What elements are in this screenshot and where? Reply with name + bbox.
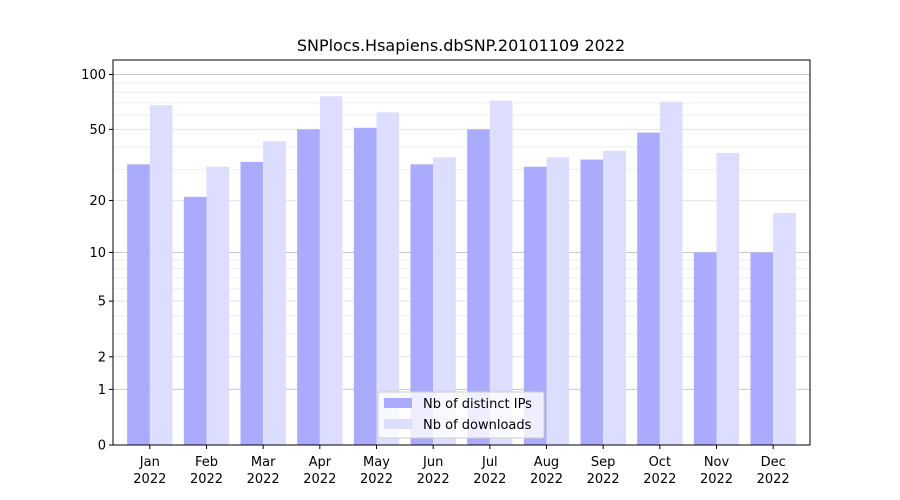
x-tick-label-year: 2022 [700, 472, 733, 487]
x-tick-label-month: Aug [534, 455, 559, 470]
bar-ips-sep [580, 159, 604, 445]
bar-downloads-mar [263, 141, 286, 446]
legend-swatch-downloads [384, 419, 412, 429]
x-tick-label-month: Jul [481, 455, 498, 470]
y-tick-label: 10 [89, 246, 106, 261]
x-tick-label-month: Mar [251, 455, 276, 470]
x-tick-label-year: 2022 [643, 472, 676, 487]
x-tick-label-year: 2022 [417, 472, 450, 487]
bar-downloads-feb [206, 166, 230, 446]
bar-ips-aug [523, 166, 547, 446]
bar-ips-jan [127, 164, 150, 445]
x-tick-label-month: Sep [591, 455, 616, 470]
x-tick-label-year: 2022 [473, 472, 506, 487]
y-tick-label: 20 [89, 194, 106, 209]
bar-downloads-may [376, 112, 400, 446]
x-tick-label-month: Jun [422, 455, 443, 470]
bar-ips-oct [637, 132, 660, 446]
y-tick-label: 5 [98, 295, 106, 310]
bar-downloads-dec [773, 212, 796, 445]
x-tick-label-year: 2022 [133, 472, 166, 487]
x-tick-label-year: 2022 [190, 472, 223, 487]
x-tick-label-year: 2022 [587, 472, 620, 487]
x-tick-label-year: 2022 [303, 472, 336, 487]
bar-ips-jul [467, 129, 490, 445]
x-tick-label-year: 2022 [360, 472, 393, 487]
bar-ips-feb [183, 196, 207, 445]
bar-ips-dec [750, 252, 774, 445]
bar-ips-apr [297, 129, 320, 445]
x-tick-label-month: Apr [309, 455, 332, 470]
bar-downloads-jun [433, 157, 456, 445]
legend-label-downloads: Nb of downloads [423, 418, 532, 433]
legend: Nb of distinct IPs Nb of downloads [377, 391, 545, 439]
legend-box [377, 391, 545, 439]
y-tick-label: 100 [81, 68, 106, 83]
x-tick-label-month: Nov [704, 455, 730, 470]
bar-ips-mar [240, 161, 264, 445]
x-tick-label-month: Feb [195, 455, 218, 470]
y-axis: 0 1 2 5 10 20 50 100 [81, 68, 113, 454]
bar-downloads-jan [149, 105, 173, 446]
chart-title: SNPlocs.Hsapiens.dbSNP.20101109 2022 [297, 36, 625, 55]
y-tick-label: 0 [98, 439, 106, 454]
x-tick-label-year: 2022 [530, 472, 563, 487]
bar-downloads-nov [716, 152, 740, 445]
bar-downloads-jul [489, 100, 513, 445]
bar-downloads-apr [319, 96, 343, 446]
bar-downloads-oct [659, 101, 683, 445]
y-tick-label: 50 [89, 123, 106, 138]
bars [127, 96, 796, 446]
bar-ips-nov [693, 252, 717, 445]
bar-ips-jun [410, 164, 434, 445]
x-tick-label-month: Jan [139, 455, 160, 470]
y-tick-label: 2 [98, 350, 106, 365]
x-tick-label-year: 2022 [757, 472, 790, 487]
bar-ips-may [353, 127, 377, 446]
x-tick-label-month: May [363, 455, 390, 470]
x-axis: Jan 2022 Feb 2022 Mar 2022 Apr 2022 May 2022 Jun 20… [133, 445, 790, 487]
x-tick-label-month: Oct [649, 455, 671, 470]
x-tick-label-year: 2022 [247, 472, 280, 487]
y-tick-label: 1 [98, 383, 106, 398]
bar-downloads-sep [603, 150, 626, 445]
legend-swatch-ips [384, 398, 412, 408]
legend-label-ips: Nb of distinct IPs [423, 397, 532, 412]
x-tick-label-month: Dec [761, 455, 786, 470]
bar-downloads-aug [546, 157, 570, 445]
